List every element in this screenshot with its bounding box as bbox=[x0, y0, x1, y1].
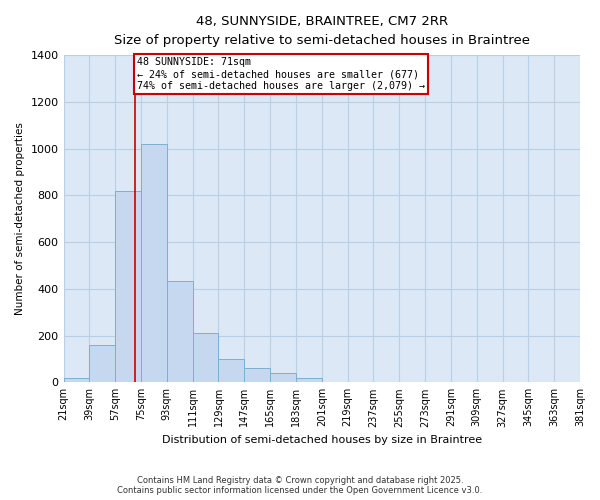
Text: 48 SUNNYSIDE: 71sqm
← 24% of semi-detached houses are smaller (677)
74% of semi-: 48 SUNNYSIDE: 71sqm ← 24% of semi-detach… bbox=[137, 58, 425, 90]
Bar bbox=[218, 359, 244, 382]
Bar bbox=[270, 373, 296, 382]
Bar bbox=[89, 345, 115, 383]
X-axis label: Distribution of semi-detached houses by size in Braintree: Distribution of semi-detached houses by … bbox=[162, 435, 482, 445]
Bar bbox=[296, 378, 322, 382]
Bar bbox=[115, 190, 141, 382]
Y-axis label: Number of semi-detached properties: Number of semi-detached properties bbox=[15, 122, 25, 315]
Bar bbox=[141, 144, 167, 382]
Bar bbox=[167, 280, 193, 382]
Bar bbox=[64, 378, 89, 382]
Bar bbox=[244, 368, 270, 382]
Bar bbox=[193, 333, 218, 382]
Text: Contains HM Land Registry data © Crown copyright and database right 2025.
Contai: Contains HM Land Registry data © Crown c… bbox=[118, 476, 482, 495]
Title: 48, SUNNYSIDE, BRAINTREE, CM7 2RR
Size of property relative to semi-detached hou: 48, SUNNYSIDE, BRAINTREE, CM7 2RR Size o… bbox=[114, 15, 530, 47]
